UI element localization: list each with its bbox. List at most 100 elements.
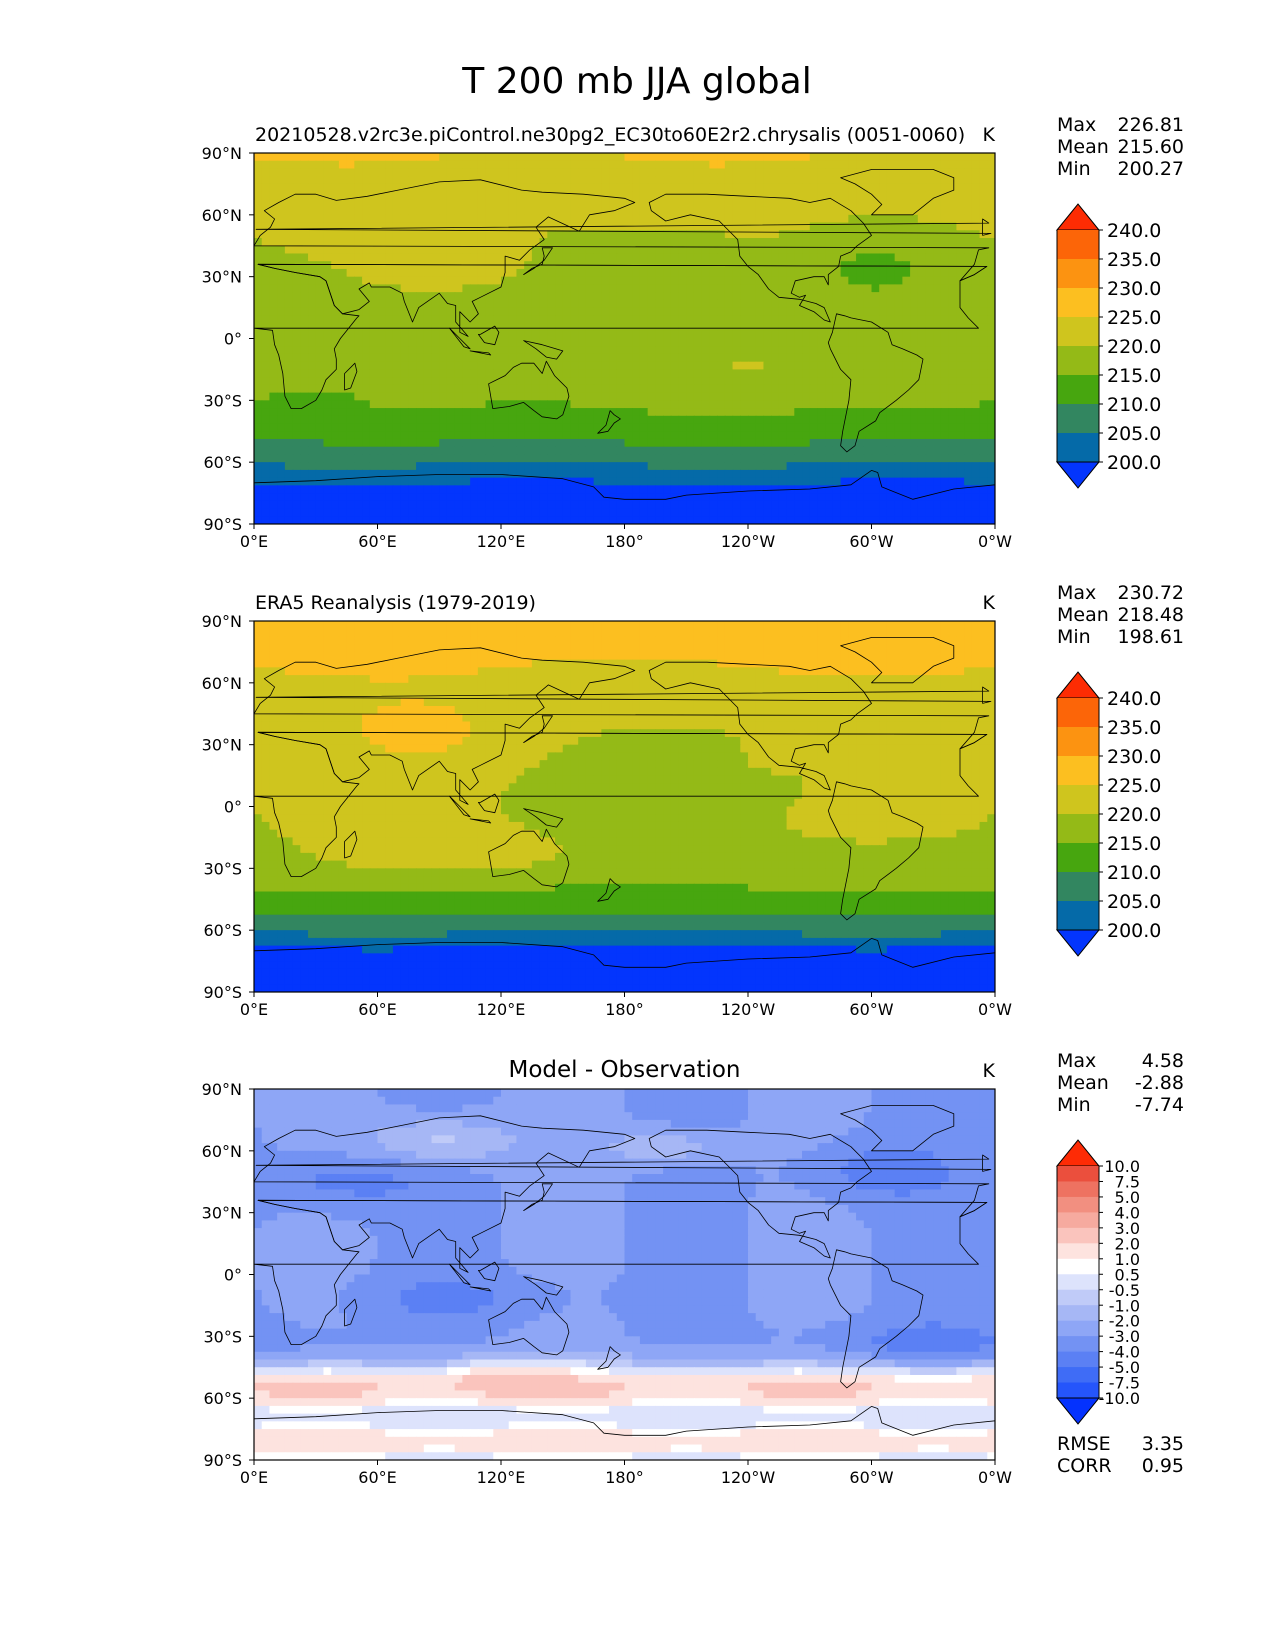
field-cell (392, 245, 402, 255)
field-cell (663, 183, 672, 193)
field-cell (524, 160, 533, 170)
field-cell (308, 438, 317, 448)
field-cell (609, 392, 618, 401)
field-cell (501, 299, 510, 309)
field-cell (647, 493, 656, 502)
field-cell (817, 508, 826, 517)
field-cell (825, 628, 834, 638)
field-cell (300, 183, 309, 193)
field-cell (601, 199, 610, 208)
field-cell (601, 245, 610, 255)
field-cell (856, 384, 865, 394)
field-cell (277, 446, 286, 456)
field-cell (292, 245, 301, 255)
field-cell (277, 183, 286, 193)
field-cell (794, 477, 803, 486)
colorbar-test: 200.0205.0210.0215.0220.0225.0230.0235.0… (1055, 203, 1161, 489)
field-cell (377, 330, 386, 340)
field-cell (323, 353, 332, 363)
field-cell (840, 408, 849, 417)
field-cell (323, 214, 332, 224)
field-cell (987, 323, 995, 332)
field-cell (639, 477, 649, 486)
field-cell (624, 438, 633, 448)
field-cell (392, 454, 402, 463)
field-cell (578, 338, 587, 347)
field-cell (709, 307, 718, 316)
field-cell (570, 628, 579, 638)
field-cell (547, 408, 556, 417)
field-cell (686, 268, 695, 278)
field-cell (894, 323, 903, 332)
field-cell (802, 508, 811, 517)
field-cell (462, 230, 471, 239)
field-cell (971, 361, 981, 371)
field-cell (632, 153, 641, 162)
field-cell (446, 346, 456, 355)
field-cell (315, 183, 325, 193)
coastline (469, 350, 492, 356)
field-cell (940, 621, 950, 630)
field-cell (987, 485, 995, 494)
field-cell (786, 621, 795, 630)
field-cell (284, 323, 294, 332)
field-cell (663, 346, 672, 355)
field-cell (439, 377, 448, 386)
field-cell (732, 214, 741, 224)
field-cell (408, 493, 417, 502)
field-cell (809, 153, 819, 162)
field-cell (856, 346, 865, 355)
field-cell (331, 245, 340, 255)
field-cell (840, 636, 849, 645)
field-cell (254, 307, 263, 316)
field-cell (400, 353, 409, 363)
field-cell (825, 191, 834, 200)
field-cell (771, 431, 780, 440)
field-cell (632, 628, 641, 638)
field-cell (470, 384, 479, 394)
field-cell (748, 160, 757, 170)
field-cell (431, 353, 440, 363)
field-cell (593, 446, 602, 456)
field-cell (369, 415, 379, 425)
field-cell (346, 400, 355, 409)
field-cell (987, 183, 995, 193)
field-cell (354, 330, 363, 340)
field-cell (609, 268, 618, 278)
field-cell (346, 199, 355, 208)
field-cell (446, 400, 456, 409)
field-cell (570, 207, 579, 216)
field-cell (964, 423, 973, 432)
field-cell (917, 315, 927, 324)
field-cell (555, 508, 564, 517)
field-cell (740, 346, 749, 355)
field-cell (331, 431, 340, 440)
field-cell (539, 207, 548, 216)
field-cell (979, 183, 988, 193)
field-cell (431, 323, 440, 332)
field-cell (693, 392, 703, 401)
field-cell (562, 292, 572, 301)
field-cell (493, 446, 502, 456)
field-cell (724, 268, 734, 278)
field-cell (825, 183, 834, 193)
field-cell (655, 268, 664, 278)
field-cell (971, 485, 981, 494)
field-cell (748, 485, 757, 494)
field-cell (717, 330, 726, 340)
field-cell (501, 438, 510, 448)
field-cell (693, 191, 703, 200)
field-cell (886, 423, 896, 432)
field-cell (809, 493, 819, 502)
field-cell (254, 469, 263, 479)
field-cell (485, 454, 494, 463)
field-cell (933, 292, 942, 301)
field-cell (933, 299, 942, 309)
field-cell (609, 408, 618, 417)
field-cell (794, 400, 803, 409)
field-cell (346, 377, 355, 386)
field-cell (300, 253, 309, 262)
field-cell (508, 253, 518, 262)
field-cell (987, 400, 995, 409)
field-cell (655, 431, 664, 440)
